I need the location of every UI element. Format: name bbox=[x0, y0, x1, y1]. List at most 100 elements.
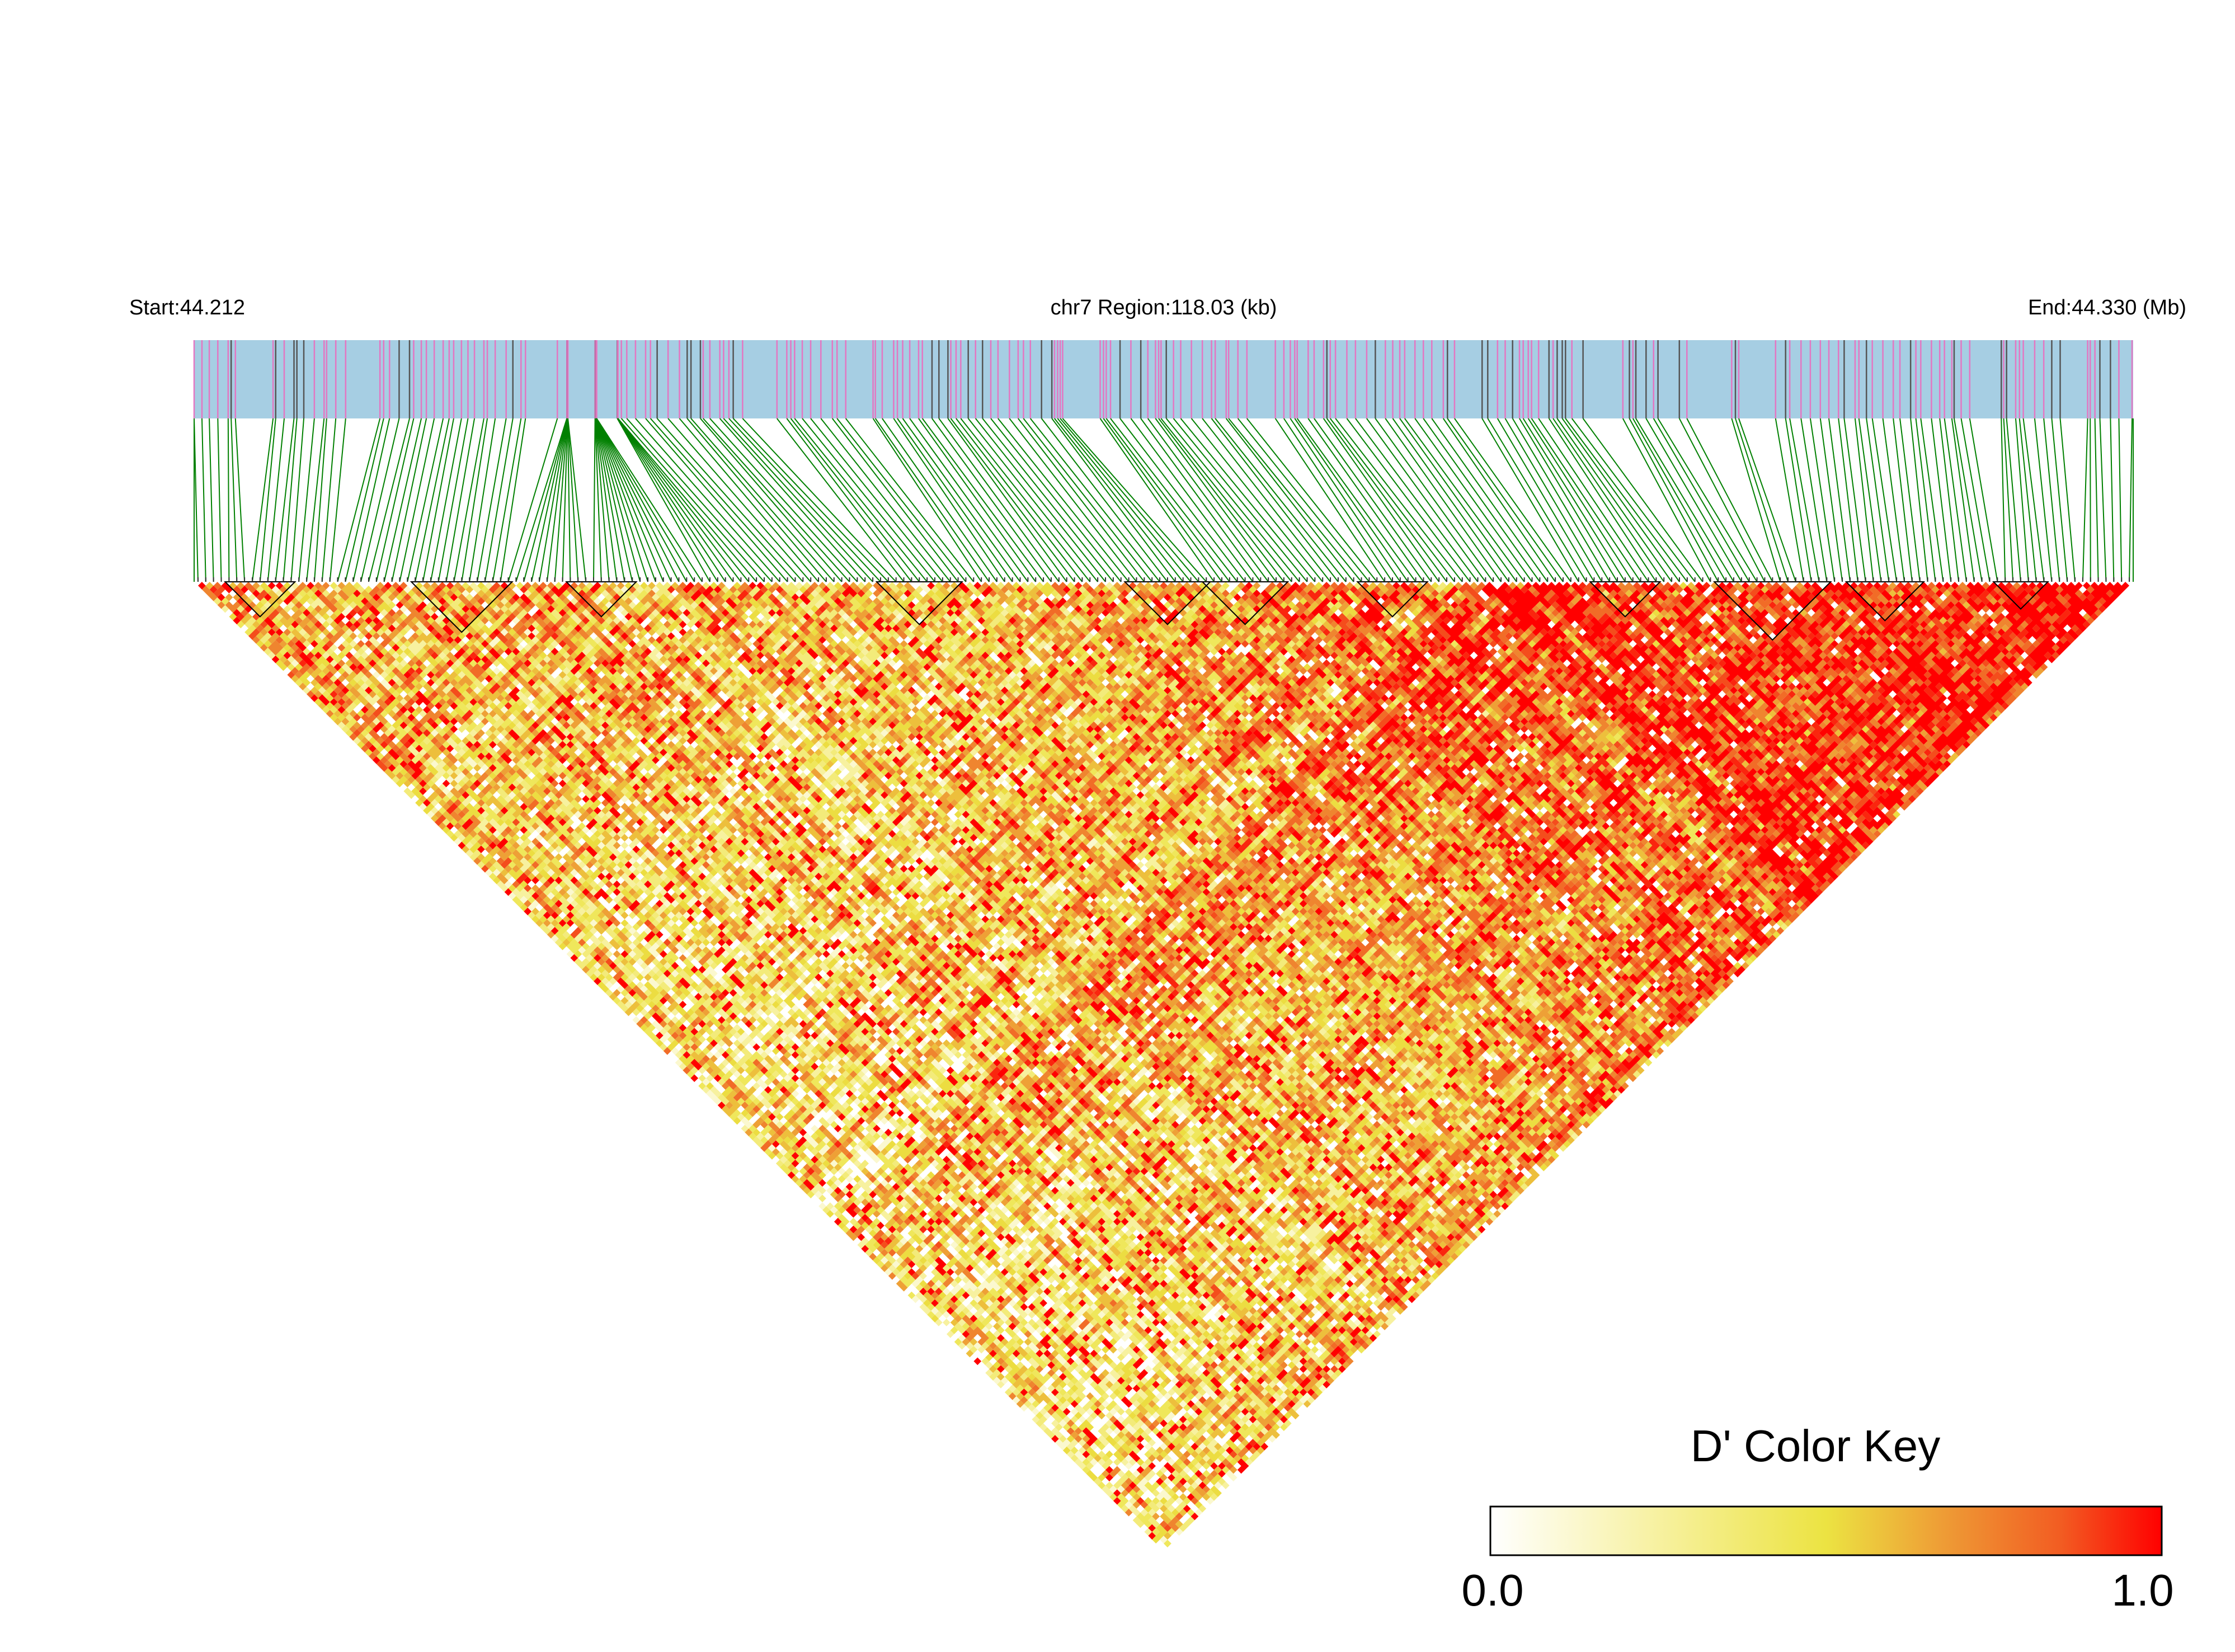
snp-connector-line bbox=[445, 418, 476, 582]
snp-connector-line bbox=[562, 418, 568, 582]
snp-connector-line bbox=[742, 418, 897, 582]
snp-connector-line bbox=[975, 418, 1106, 582]
snp-connector-line bbox=[2006, 418, 2021, 582]
snp-connector-line bbox=[1969, 418, 1998, 582]
snp-connector-line bbox=[1290, 418, 1401, 582]
snp-connector-line bbox=[1735, 418, 1789, 582]
snp-connector-line bbox=[1504, 418, 1603, 582]
snp-connector-line bbox=[1029, 418, 1160, 582]
snp-connector-line bbox=[1854, 418, 1874, 582]
snp-connector-line bbox=[790, 418, 920, 582]
snp-connector-line bbox=[492, 418, 522, 582]
snp-connector-line bbox=[2118, 418, 2123, 582]
snp-connector-line bbox=[1431, 418, 1549, 582]
ld-cell-group bbox=[221, 582, 2087, 1551]
snp-connector-line bbox=[617, 418, 757, 582]
snp-connector-line bbox=[298, 418, 315, 582]
snp-connector-line bbox=[345, 418, 384, 582]
snp-connector-line bbox=[1165, 418, 1300, 582]
snp-connector-line bbox=[1960, 418, 1991, 582]
snp-connector-line bbox=[836, 418, 967, 582]
snp-connector-line bbox=[1307, 418, 1424, 582]
snp-connector-line bbox=[1657, 418, 1758, 582]
snp-connector-line bbox=[1335, 418, 1463, 582]
snp-connector-lines bbox=[194, 418, 2133, 582]
ld-block-outline bbox=[1845, 581, 1926, 622]
snp-connector-line bbox=[1246, 418, 1378, 582]
snp-connector-line bbox=[997, 418, 1130, 582]
snp-connector-line bbox=[1375, 418, 1494, 582]
ld-cell-group bbox=[205, 582, 2002, 1540]
snp-connector-line bbox=[909, 418, 1029, 582]
snp-connector-line bbox=[1155, 418, 1277, 582]
snp-connector-line bbox=[1653, 418, 1750, 582]
snp-connector-line bbox=[538, 418, 568, 582]
snp-connector-line bbox=[1910, 418, 1928, 582]
snp-connector-line bbox=[635, 418, 780, 582]
snp-connector-line bbox=[1110, 418, 1238, 582]
snp-connector-line bbox=[283, 418, 298, 582]
snp-connector-line bbox=[321, 418, 337, 582]
snp-connector-line bbox=[960, 418, 1091, 582]
snp-connector-line bbox=[1443, 418, 1556, 582]
snp-connector-line bbox=[1326, 418, 1447, 582]
snp-connector-line bbox=[515, 418, 568, 582]
snp-connector-line bbox=[990, 418, 1122, 582]
snp-connector-line bbox=[596, 418, 703, 582]
snp-connector-line bbox=[531, 418, 568, 582]
snp-connector-line bbox=[626, 418, 773, 582]
snp-connector-line bbox=[1023, 418, 1152, 582]
snp-connector-line bbox=[921, 418, 1044, 582]
snp-connector-line bbox=[337, 418, 381, 582]
snp-connector-line bbox=[982, 418, 1114, 582]
snp-connector-line bbox=[275, 418, 295, 582]
snp-connector-line bbox=[251, 418, 274, 582]
snp-connector-line bbox=[596, 418, 695, 582]
snp-connector-line bbox=[617, 418, 750, 582]
snp-connector-line bbox=[1103, 418, 1222, 582]
snp-connector-line bbox=[391, 418, 427, 582]
snp-connector-line bbox=[567, 418, 571, 582]
snp-connector-line bbox=[1060, 418, 1199, 582]
snp-connector-line bbox=[595, 418, 648, 582]
snp-connector-line bbox=[620, 418, 765, 582]
snp-connector-line bbox=[1944, 418, 1967, 582]
snp-connector-line bbox=[1800, 418, 1828, 582]
snp-connector-line bbox=[1215, 418, 1347, 582]
snp-connector-line bbox=[1062, 418, 1207, 582]
snp-connector-line bbox=[1731, 418, 1781, 582]
snp-connector-line bbox=[230, 418, 238, 582]
snp-connector-line bbox=[1686, 418, 1773, 582]
snp-connector-line bbox=[1211, 418, 1339, 582]
snp-connector-line bbox=[931, 418, 1052, 582]
snp-connector-line bbox=[1838, 418, 1858, 582]
snp-connector-line bbox=[967, 418, 1098, 582]
snp-connector-line bbox=[947, 418, 1067, 582]
snp-connector-line bbox=[1414, 418, 1533, 582]
ld-heatmap bbox=[197, 582, 2130, 1551]
snp-connector-line bbox=[617, 418, 726, 582]
snp-connector-line bbox=[596, 418, 680, 582]
snp-connector-line bbox=[1140, 418, 1262, 582]
snp-connector-line bbox=[1346, 418, 1471, 582]
snp-connector-line bbox=[617, 418, 718, 582]
snp-connector-line bbox=[1119, 418, 1246, 582]
snp-connector-line bbox=[313, 418, 327, 582]
snp-connector-line bbox=[1160, 418, 1292, 582]
ld-cell-group bbox=[221, 582, 1707, 1536]
snp-connector-line bbox=[2003, 418, 2014, 582]
snp-connector-line bbox=[290, 418, 305, 582]
snp-connector-line bbox=[1920, 418, 1944, 582]
color-key-title: D' Color Key bbox=[1691, 1421, 1941, 1471]
snp-connector-line bbox=[2001, 418, 2006, 582]
snp-connector-line bbox=[1329, 418, 1455, 582]
snp-connector-line bbox=[1527, 418, 1634, 582]
snp-connector-line bbox=[950, 418, 1075, 582]
snp-connector-line bbox=[820, 418, 951, 582]
snp-connector-line bbox=[938, 418, 1060, 582]
snp-connector-line bbox=[2094, 418, 2099, 582]
snp-connector-line bbox=[1054, 418, 1184, 582]
snp-connector-line bbox=[617, 418, 734, 582]
snp-connector-line bbox=[500, 418, 526, 582]
